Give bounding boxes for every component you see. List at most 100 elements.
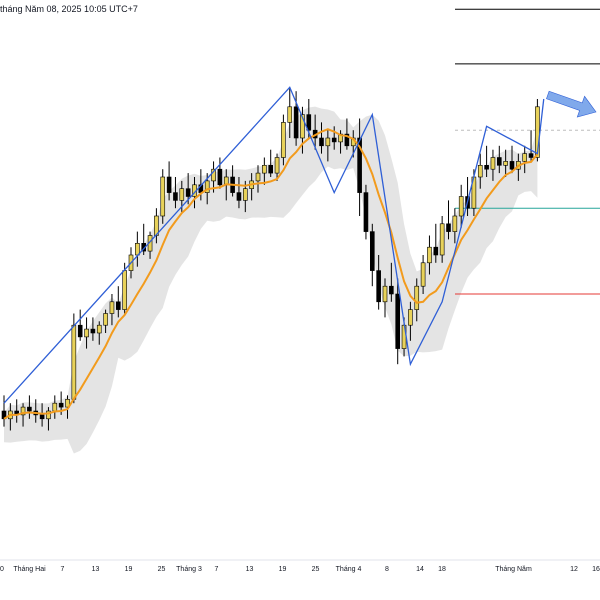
candle <box>376 255 381 310</box>
candle-body-down <box>173 192 178 201</box>
candle <box>65 395 70 419</box>
candle <box>363 184 369 240</box>
candle <box>325 130 331 162</box>
candle <box>484 145 489 177</box>
candle <box>160 169 166 224</box>
candle <box>236 177 242 209</box>
candle <box>84 317 89 349</box>
candle <box>116 286 121 318</box>
candle-body-down <box>433 246 439 256</box>
candle-body-up <box>71 324 77 400</box>
candle-body-up <box>109 301 115 314</box>
candle-body-down <box>268 165 274 174</box>
ma-line <box>3 128 539 420</box>
time-axis-label: 7 <box>61 566 65 573</box>
candle-body-down <box>293 106 299 139</box>
time-axis-labels: 0 Tháng Hai 7 13 19 25 Tháng 3 7 13 19 25 Tháng 4 8 1… <box>0 566 600 573</box>
candle-body-down <box>484 165 489 170</box>
time-axis-label: 18 <box>438 566 446 573</box>
candle-body-down <box>27 406 32 412</box>
candle-body-up <box>477 165 483 178</box>
candle <box>293 91 299 146</box>
candle <box>287 87 293 138</box>
candle <box>39 403 45 427</box>
candle-body-down <box>446 223 451 232</box>
candle <box>77 309 83 341</box>
candle <box>395 278 401 365</box>
candle-body-up <box>160 176 166 217</box>
candle-body-down <box>376 270 381 303</box>
candle <box>509 145 515 174</box>
candle <box>173 177 178 209</box>
price-levels <box>455 8 600 295</box>
candle-body-up <box>439 223 445 256</box>
candle-body-up <box>20 406 26 416</box>
candle <box>496 145 502 174</box>
candle <box>382 278 388 318</box>
time-axis-label: Tháng Hai <box>13 566 46 573</box>
candle-body-up <box>522 153 528 162</box>
candle-body-up <box>262 165 267 174</box>
candle <box>103 309 108 333</box>
time-axis-label: 13 <box>92 566 100 573</box>
candle-body-down <box>363 192 369 232</box>
candle-body-up <box>103 313 108 326</box>
time-axis-label: 19 <box>125 566 133 573</box>
candle-body-up <box>414 285 420 310</box>
candle-body-up <box>274 157 280 174</box>
candle-body-down <box>344 133 350 147</box>
time-axis-label: 19 <box>279 566 287 573</box>
candle <box>274 153 280 181</box>
candle <box>20 403 26 427</box>
candle-body-up <box>243 188 248 201</box>
candle-body-up <box>84 328 89 338</box>
candle <box>433 223 439 263</box>
candle-body-up <box>382 285 388 303</box>
candle-body-up <box>52 402 58 412</box>
candle <box>446 200 451 240</box>
candle-body-down <box>528 153 534 158</box>
candle <box>300 106 305 154</box>
candle <box>458 184 464 228</box>
time-axis-label: 13 <box>246 566 254 573</box>
candle-body-down <box>496 157 502 166</box>
candle <box>420 255 426 294</box>
time-axis-label: 14 <box>416 566 424 573</box>
candle <box>109 294 115 326</box>
candle-body-down <box>39 414 45 420</box>
candle <box>408 301 413 341</box>
candle <box>217 157 223 189</box>
candle-body-up <box>300 114 305 139</box>
time-axis-label: 7 <box>215 566 219 573</box>
candle-body-down <box>395 293 401 349</box>
candle <box>477 153 483 189</box>
candle <box>344 118 350 150</box>
candle <box>90 317 96 341</box>
candle-body-up <box>408 309 413 326</box>
time-axis-label: 0 <box>0 566 4 573</box>
candle <box>331 126 337 150</box>
zigzag-line <box>3 86 545 404</box>
candle <box>389 262 394 302</box>
candle-body-up <box>96 324 102 334</box>
candle <box>268 149 274 177</box>
candle-body-up <box>204 180 210 193</box>
candle <box>357 118 362 216</box>
time-axis-label: 25 <box>312 566 320 573</box>
candle-body-down <box>369 231 375 271</box>
candle-body-down <box>357 137 362 193</box>
candle-body-up <box>490 157 496 170</box>
candle-body-down <box>306 114 312 131</box>
candle <box>369 223 375 287</box>
candle-body-down <box>116 301 121 310</box>
candle <box>96 321 102 345</box>
time-axis-label: Tháng 3 <box>176 566 202 573</box>
candle-body-down <box>90 328 96 334</box>
candle-body-down <box>58 402 64 408</box>
candle-body-up <box>135 243 140 256</box>
candle-body-up <box>211 168 216 182</box>
candle-body-down <box>185 188 191 197</box>
candle-body-up <box>503 161 508 166</box>
time-axis-label: Tháng 4 <box>336 566 362 573</box>
